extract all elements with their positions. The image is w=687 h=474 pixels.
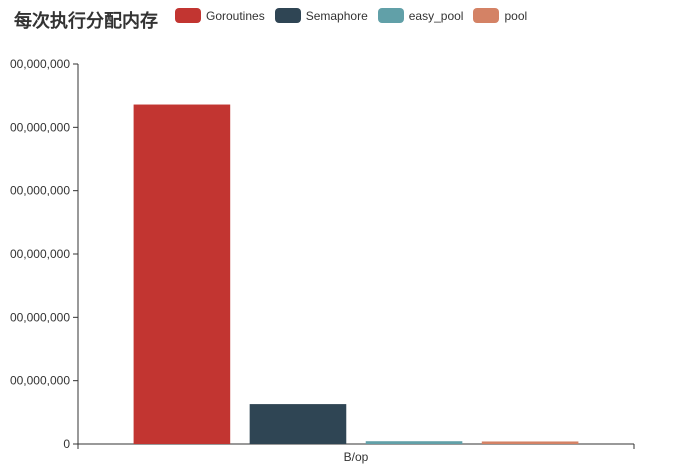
bar-goroutines	[133, 104, 231, 445]
legend-swatch-goroutines	[175, 8, 201, 23]
y-tick-label-2: 00,000,000	[10, 310, 70, 324]
legend-label-semaphore: Semaphore	[305, 8, 368, 23]
legend: Goroutines Semaphore easy_pool pool	[175, 8, 537, 23]
bar-easy-pool	[365, 441, 463, 444]
y-tick-label-0: 0	[63, 437, 70, 451]
bar-pool	[481, 441, 579, 444]
legend-swatch-semaphore	[274, 8, 301, 23]
y-tick-label-3: 00,000,000	[10, 247, 70, 261]
y-tick-label-5: 00,000,000	[10, 120, 70, 134]
x-tick-label-0: B/op	[344, 450, 369, 464]
legend-label-pool: pool	[504, 8, 528, 23]
legend-item-pool[interactable]: pool	[473, 8, 527, 23]
legend-item-goroutines[interactable]: Goroutines	[175, 8, 265, 23]
bar-semaphore	[249, 404, 347, 444]
y-tick-label-6: 00,000,000	[10, 57, 70, 71]
legend-label-easy-pool: easy_pool	[408, 8, 464, 23]
chart-title: 每次执行分配内存	[14, 11, 158, 32]
legend-swatch-easy-pool	[377, 8, 404, 23]
legend-swatch-pool	[473, 8, 500, 23]
legend-item-semaphore[interactable]: Semaphore	[274, 8, 368, 23]
legend-item-easy-pool[interactable]: easy_pool	[377, 8, 464, 23]
y-tick-label-1: 00,000,000	[10, 374, 70, 388]
legend-label-goroutines: Goroutines	[206, 8, 265, 23]
y-tick-label-4: 00,000,000	[10, 184, 70, 198]
